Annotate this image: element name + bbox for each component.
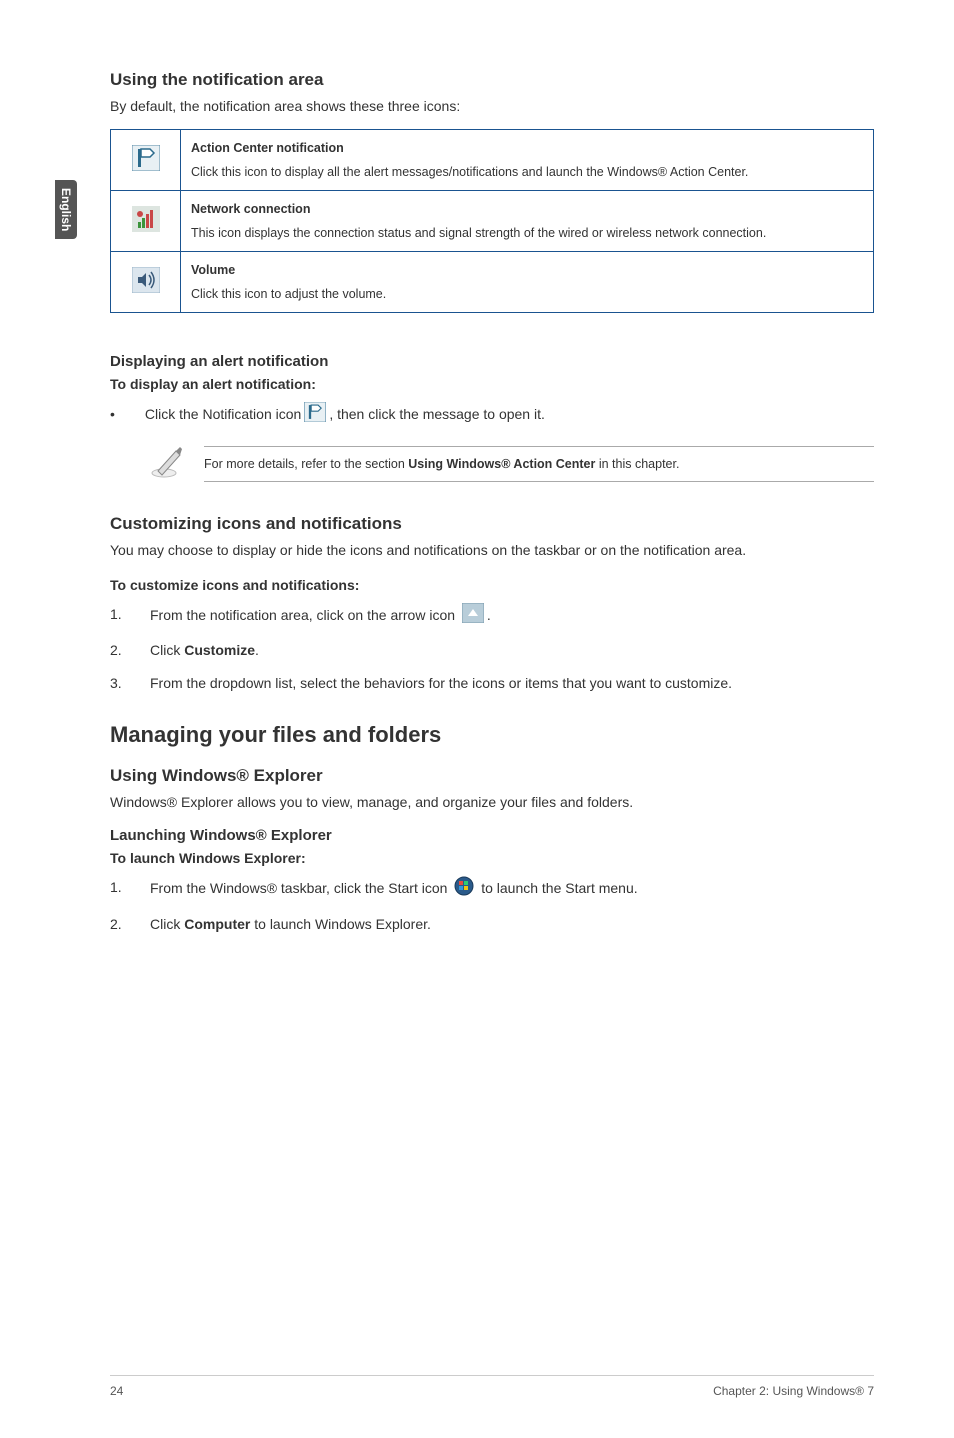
heading-alert-notification: Displaying an alert notification [110, 353, 874, 370]
heading-managing-files: Managing your files and folders [110, 722, 874, 748]
pen-icon [150, 443, 186, 484]
start-orb-icon [454, 876, 474, 902]
icon-cell [111, 252, 181, 313]
step-text-post: . [255, 642, 259, 658]
step-bold: Computer [184, 916, 250, 932]
notification-icons-table: Action Center notification Click this ic… [110, 129, 874, 313]
volume-icon [132, 267, 160, 293]
step-text-pre: Click [150, 916, 184, 932]
flag-icon [132, 145, 160, 171]
note-post: in this chapter. [595, 457, 679, 471]
heading-using-explorer: Using Windows® Explorer [110, 766, 874, 786]
chapter-label: Chapter 2: Using Windows® 7 [713, 1384, 874, 1398]
heading-customizing: Customizing icons and notifications [110, 514, 874, 534]
step-text-pre: From the Windows® taskbar, click the Sta… [150, 880, 451, 896]
row-desc: This icon displays the connection status… [191, 226, 766, 240]
row-title: Network connection [191, 199, 863, 219]
network-icon [132, 206, 160, 232]
row-desc: Click this icon to display all the alert… [191, 165, 748, 179]
step-text-post: . [487, 607, 491, 623]
sub-launching-explorer: To launch Windows Explorer: [110, 850, 874, 866]
note-bold: Using Windows® Action Center [408, 457, 595, 471]
arrow-up-icon [462, 603, 484, 629]
page-number: 24 [110, 1384, 123, 1398]
bullet-text-post: , then click the message to open it. [329, 406, 545, 422]
flag-icon-inline [304, 402, 326, 425]
note-box: For more details, refer to the section U… [150, 443, 874, 484]
intro-customizing: You may choose to display or hide the ic… [110, 540, 874, 561]
page-footer: 24 Chapter 2: Using Windows® 7 [110, 1375, 874, 1398]
step-item: Click Computer to launch Windows Explore… [110, 913, 874, 935]
step-text-post: to launch Windows Explorer. [250, 916, 431, 932]
bullet-text-pre: Click the Notification icon [145, 406, 301, 422]
desc-cell: Action Center notification Click this ic… [181, 130, 874, 191]
language-tab: English [55, 180, 77, 239]
bullet-marker: • [110, 406, 115, 422]
step-item: From the dropdown list, select the behav… [110, 672, 874, 694]
table-row: Network connection This icon displays th… [111, 191, 874, 252]
intro-explorer: Windows® Explorer allows you to view, ma… [110, 792, 874, 813]
note-pre: For more details, refer to the section [204, 457, 408, 471]
step-text-pre: Click [150, 642, 184, 658]
step-text-pre: From the notification area, click on the… [150, 607, 459, 623]
steps-customizing: From the notification area, click on the… [110, 603, 874, 694]
steps-launching: From the Windows® taskbar, click the Sta… [110, 876, 874, 935]
heading-notification-area: Using the notification area [110, 70, 874, 90]
bullet-item: • Click the Notification icon , then cli… [110, 402, 874, 425]
step-item: From the notification area, click on the… [110, 603, 874, 629]
desc-cell: Volume Click this icon to adjust the vol… [181, 252, 874, 313]
heading-launching-explorer: Launching Windows® Explorer [110, 827, 874, 844]
row-desc: Click this icon to adjust the volume. [191, 287, 386, 301]
icon-cell [111, 130, 181, 191]
table-row: Action Center notification Click this ic… [111, 130, 874, 191]
row-title: Volume [191, 260, 863, 280]
icon-cell [111, 191, 181, 252]
sub-alert-notification: To display an alert notification: [110, 376, 874, 392]
desc-cell: Network connection This icon displays th… [181, 191, 874, 252]
step-text-post: to launch the Start menu. [477, 880, 637, 896]
step-bold: Customize [184, 642, 255, 658]
note-text: For more details, refer to the section U… [204, 446, 874, 482]
sub-customizing: To customize icons and notifications: [110, 577, 874, 593]
intro-notification-area: By default, the notification area shows … [110, 96, 874, 117]
table-row: Volume Click this icon to adjust the vol… [111, 252, 874, 313]
row-title: Action Center notification [191, 138, 863, 158]
step-item: From the Windows® taskbar, click the Sta… [110, 876, 874, 902]
step-item: Click Customize. [110, 639, 874, 661]
